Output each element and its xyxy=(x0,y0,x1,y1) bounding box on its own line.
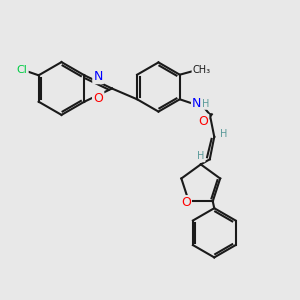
Text: H: H xyxy=(220,129,227,139)
Text: H: H xyxy=(197,151,205,161)
Text: O: O xyxy=(181,196,191,209)
Text: O: O xyxy=(93,92,103,105)
Text: O: O xyxy=(198,115,208,128)
Text: Cl: Cl xyxy=(17,65,28,75)
Text: N: N xyxy=(192,97,202,110)
Text: N: N xyxy=(94,70,103,83)
Text: H: H xyxy=(202,99,210,109)
Text: CH₃: CH₃ xyxy=(193,65,211,75)
